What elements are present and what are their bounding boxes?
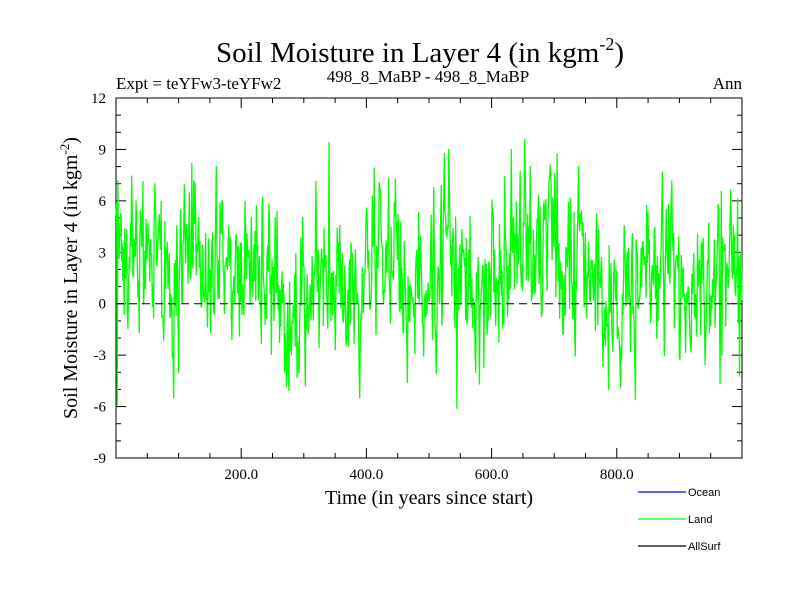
x-tick-label: 600.0 — [475, 467, 509, 483]
y-axis-label: Soil Moisture in Layer 4 (in kgm-2) — [57, 137, 82, 419]
legend: Ocean Land AllSurf — [638, 487, 721, 553]
x-tick-label: 400.0 — [350, 467, 384, 483]
y-tick-label: 6 — [99, 194, 107, 210]
legend-label-ocean: Ocean — [688, 487, 720, 499]
y-tick-label: -3 — [94, 348, 107, 364]
subtitle-season: Ann — [713, 74, 743, 93]
subtitle-experiment: Expt = teYFw3-teYFw2 — [116, 74, 281, 93]
y-tick-label: 3 — [99, 245, 107, 261]
y-tick-label: 12 — [91, 91, 106, 107]
axis-tick-labels: -9 -6 -3 0 3 6 9 12 200.0 400.0 600.0 800.0 — [91, 91, 634, 483]
x-tick-label: 200.0 — [224, 467, 258, 483]
x-tick-label: 800.0 — [600, 467, 634, 483]
y-tick-label: 9 — [99, 142, 107, 158]
legend-label-land: Land — [688, 514, 712, 526]
subtitle-period: 498_8_MaBP - 498_8_MaBP — [327, 67, 529, 86]
series-layer — [115, 138, 743, 409]
y-tick-label: -6 — [94, 400, 107, 416]
y-tick-label: -9 — [94, 451, 107, 467]
x-axis-label: Time (in years since start) — [325, 487, 533, 509]
y-tick-label: 0 — [99, 297, 107, 313]
legend-label-allsurf: AllSurf — [688, 541, 721, 553]
chart-title: Soil Moisture in Layer 4 (in kgm-2) — [216, 34, 624, 69]
series-line-land — [115, 138, 743, 409]
